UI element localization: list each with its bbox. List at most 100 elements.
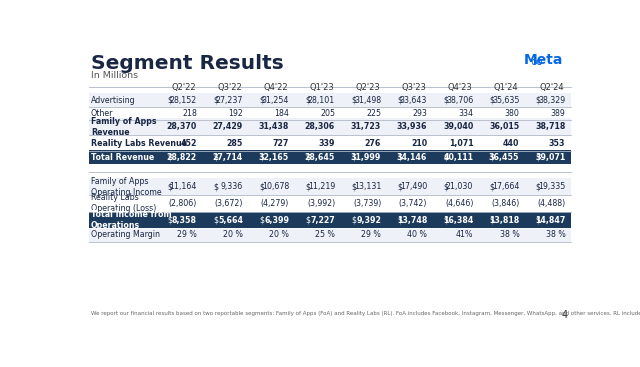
Text: 27,714: 27,714 (212, 153, 243, 162)
Bar (89, 195, 571, 212)
Text: (3,742): (3,742) (399, 199, 428, 208)
Text: 38,718: 38,718 (535, 122, 566, 131)
Text: $: $ (444, 96, 449, 105)
Text: (3,846): (3,846) (491, 199, 520, 208)
Text: 276: 276 (365, 139, 381, 149)
Text: 28,645: 28,645 (305, 153, 335, 162)
Text: Reality Labs
Operating (Loss): Reality Labs Operating (Loss) (91, 193, 156, 214)
Text: (3,739): (3,739) (353, 199, 381, 208)
Text: 31,254: 31,254 (262, 96, 289, 105)
Text: $: $ (490, 153, 495, 162)
Text: 25 %: 25 % (316, 230, 335, 239)
Text: (4,646): (4,646) (445, 199, 474, 208)
Text: $: $ (444, 182, 449, 191)
Text: Q2'23: Q2'23 (355, 83, 380, 92)
Text: 31,999: 31,999 (351, 153, 381, 162)
Text: Meta: Meta (524, 53, 563, 67)
Text: $: $ (490, 215, 495, 225)
Text: 440: 440 (503, 139, 520, 149)
Text: 21,030: 21,030 (446, 182, 474, 191)
Text: 31,723: 31,723 (351, 122, 381, 131)
Text: 14,847: 14,847 (535, 215, 566, 225)
Bar (89, 137, 571, 150)
Text: (4,279): (4,279) (260, 199, 289, 208)
Text: $: $ (259, 153, 264, 162)
Text: 38 %: 38 % (500, 230, 520, 239)
Text: 339: 339 (319, 139, 335, 149)
Text: $: $ (490, 96, 495, 105)
Text: $: $ (536, 215, 541, 225)
Text: 28,306: 28,306 (305, 122, 335, 131)
Text: 19,335: 19,335 (538, 182, 566, 191)
Text: 31,438: 31,438 (259, 122, 289, 131)
Text: 9,336: 9,336 (221, 182, 243, 191)
Text: $: $ (351, 153, 356, 162)
Text: 389: 389 (550, 109, 566, 118)
Text: 10,678: 10,678 (262, 182, 289, 191)
Text: $: $ (397, 182, 403, 191)
Bar (89, 212, 571, 228)
Text: $: $ (351, 215, 356, 225)
Text: 27,237: 27,237 (216, 96, 243, 105)
Text: 40 %: 40 % (407, 230, 428, 239)
Text: 184: 184 (274, 109, 289, 118)
Text: 38,706: 38,706 (446, 96, 474, 105)
Text: Total Revenue: Total Revenue (91, 153, 154, 162)
Text: $: $ (213, 182, 218, 191)
Text: 29 %: 29 % (362, 230, 381, 239)
Text: We report our financial results based on two reportable segments: Family of Apps: We report our financial results based on… (91, 311, 640, 316)
Text: $: $ (444, 153, 449, 162)
Text: $: $ (213, 96, 218, 105)
Text: Operating Margin: Operating Margin (91, 230, 160, 239)
Text: Advertising: Advertising (91, 96, 136, 105)
Text: 5,664: 5,664 (218, 215, 243, 225)
Text: Q4'22: Q4'22 (264, 83, 288, 92)
Text: 33,936: 33,936 (397, 122, 428, 131)
Text: $: $ (259, 182, 264, 191)
Text: 32,165: 32,165 (259, 153, 289, 162)
Text: 28,101: 28,101 (308, 96, 335, 105)
Text: 27,429: 27,429 (212, 122, 243, 131)
Text: 210: 210 (411, 139, 428, 149)
Text: 13,818: 13,818 (489, 215, 520, 225)
Text: $: $ (259, 215, 264, 225)
Text: Other: Other (91, 109, 113, 118)
Text: 192: 192 (228, 109, 243, 118)
Text: $: $ (444, 215, 449, 225)
Text: 218: 218 (182, 109, 197, 118)
Text: Q3'23: Q3'23 (401, 83, 426, 92)
Text: 225: 225 (366, 109, 381, 118)
Text: 1,071: 1,071 (449, 139, 474, 149)
Text: 33,643: 33,643 (400, 96, 428, 105)
Text: ∞: ∞ (529, 53, 543, 71)
Text: 285: 285 (227, 139, 243, 149)
Text: 28,822: 28,822 (167, 153, 197, 162)
Text: (3,672): (3,672) (214, 199, 243, 208)
Text: Family of Apps
Operating Income: Family of Apps Operating Income (91, 177, 161, 197)
Text: 6,399: 6,399 (264, 215, 289, 225)
Text: 727: 727 (273, 139, 289, 149)
Text: 38,329: 38,329 (538, 96, 566, 105)
Text: 7,227: 7,227 (310, 215, 335, 225)
Text: Total Income from
Operations: Total Income from Operations (91, 210, 172, 230)
Text: Q2'22: Q2'22 (172, 83, 196, 92)
Bar (89, 150, 571, 164)
Text: $: $ (397, 96, 403, 105)
Text: 41%: 41% (456, 230, 474, 239)
Text: $: $ (167, 182, 172, 191)
Bar (89, 94, 571, 107)
Text: 38 %: 38 % (546, 230, 566, 239)
Text: 8,358: 8,358 (172, 215, 197, 225)
Text: 334: 334 (458, 109, 474, 118)
Text: (3,992): (3,992) (307, 199, 335, 208)
Bar (89, 228, 571, 241)
Text: 11,219: 11,219 (308, 182, 335, 191)
Text: $: $ (167, 96, 172, 105)
Text: 34,146: 34,146 (397, 153, 428, 162)
Text: 452: 452 (180, 139, 197, 149)
Text: 35,635: 35,635 (492, 96, 520, 105)
Text: $: $ (305, 215, 310, 225)
Text: 205: 205 (320, 109, 335, 118)
Text: 39,040: 39,040 (443, 122, 474, 131)
Text: In Millions: In Millions (91, 71, 138, 80)
